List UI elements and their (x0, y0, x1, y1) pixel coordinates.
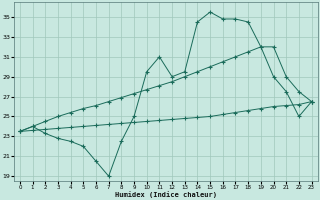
X-axis label: Humidex (Indice chaleur): Humidex (Indice chaleur) (115, 191, 217, 198)
